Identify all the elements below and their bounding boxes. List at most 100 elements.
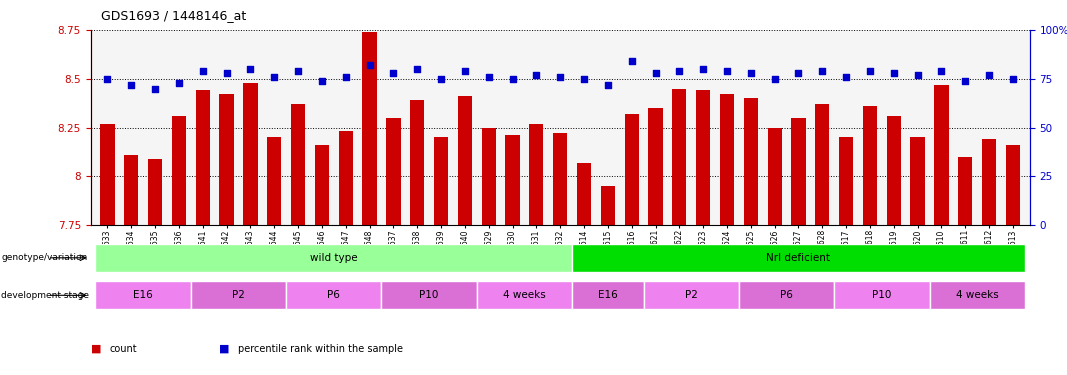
Text: E16: E16 bbox=[598, 290, 618, 300]
Bar bbox=[839, 137, 854, 225]
Bar bbox=[572, 244, 1025, 272]
Point bbox=[337, 74, 354, 80]
Bar bbox=[381, 281, 477, 309]
Bar bbox=[410, 100, 425, 225]
Bar bbox=[815, 104, 829, 225]
Point bbox=[432, 76, 449, 82]
Text: wild type: wild type bbox=[310, 253, 357, 263]
Bar bbox=[315, 145, 329, 225]
Bar bbox=[553, 134, 568, 225]
Bar bbox=[929, 281, 1025, 309]
Bar bbox=[672, 88, 686, 225]
Point bbox=[504, 76, 521, 82]
Point bbox=[409, 66, 426, 72]
Text: ■: ■ bbox=[91, 344, 101, 354]
Bar bbox=[148, 159, 162, 225]
Bar bbox=[386, 118, 400, 225]
Bar bbox=[834, 281, 929, 309]
Text: Nrl deficient: Nrl deficient bbox=[766, 253, 830, 263]
Point bbox=[266, 74, 283, 80]
Point bbox=[385, 70, 402, 76]
Bar bbox=[958, 157, 972, 225]
Text: P6: P6 bbox=[780, 290, 793, 300]
Bar bbox=[1006, 145, 1020, 225]
Text: 4 weeks: 4 weeks bbox=[503, 290, 546, 300]
Text: 4 weeks: 4 weeks bbox=[956, 290, 999, 300]
Bar bbox=[744, 98, 758, 225]
Text: count: count bbox=[110, 344, 138, 354]
Text: P10: P10 bbox=[419, 290, 439, 300]
Bar bbox=[696, 90, 711, 225]
Point bbox=[981, 72, 998, 78]
Bar bbox=[643, 281, 739, 309]
Bar bbox=[601, 186, 615, 225]
Bar bbox=[506, 135, 520, 225]
Bar bbox=[100, 124, 114, 225]
Bar bbox=[267, 137, 282, 225]
Bar bbox=[529, 124, 543, 225]
Point bbox=[361, 62, 378, 68]
Point bbox=[623, 58, 640, 64]
Bar bbox=[720, 94, 734, 225]
Bar bbox=[481, 128, 496, 225]
Text: P6: P6 bbox=[328, 290, 340, 300]
Bar bbox=[577, 163, 591, 225]
Bar bbox=[910, 137, 925, 225]
Bar bbox=[243, 82, 257, 225]
Point bbox=[861, 68, 878, 74]
Point bbox=[766, 76, 783, 82]
Bar bbox=[935, 85, 949, 225]
Bar bbox=[291, 104, 305, 225]
Point bbox=[314, 78, 331, 84]
Bar bbox=[624, 114, 639, 225]
Point bbox=[886, 70, 903, 76]
Bar bbox=[767, 128, 782, 225]
Bar bbox=[95, 281, 191, 309]
Point bbox=[790, 70, 807, 76]
Text: development stage: development stage bbox=[1, 291, 89, 300]
Text: GDS1693 / 1448146_at: GDS1693 / 1448146_at bbox=[101, 9, 246, 22]
Point bbox=[457, 68, 474, 74]
Point bbox=[146, 86, 163, 92]
Bar bbox=[982, 139, 997, 225]
Bar bbox=[739, 281, 834, 309]
Bar bbox=[887, 116, 901, 225]
Bar bbox=[286, 281, 381, 309]
Point bbox=[957, 78, 974, 84]
Text: percentile rank within the sample: percentile rank within the sample bbox=[238, 344, 403, 354]
Point bbox=[123, 82, 140, 88]
Point bbox=[171, 80, 188, 86]
Text: E16: E16 bbox=[133, 290, 153, 300]
Bar bbox=[191, 281, 286, 309]
Point bbox=[218, 70, 235, 76]
Point bbox=[194, 68, 211, 74]
Bar bbox=[363, 32, 377, 225]
Text: ■: ■ bbox=[219, 344, 229, 354]
Point bbox=[814, 68, 831, 74]
Bar bbox=[338, 131, 353, 225]
Point bbox=[99, 76, 116, 82]
Point bbox=[933, 68, 950, 74]
Bar bbox=[434, 137, 448, 225]
Text: P10: P10 bbox=[872, 290, 892, 300]
Point bbox=[552, 74, 569, 80]
Point bbox=[600, 82, 617, 88]
Point bbox=[743, 70, 760, 76]
Point bbox=[480, 74, 497, 80]
Bar bbox=[95, 244, 572, 272]
Bar bbox=[195, 90, 210, 225]
Point bbox=[838, 74, 855, 80]
Text: P2: P2 bbox=[685, 290, 698, 300]
Bar bbox=[649, 108, 663, 225]
Bar bbox=[477, 281, 572, 309]
Text: genotype/variation: genotype/variation bbox=[1, 254, 87, 262]
Point bbox=[289, 68, 306, 74]
Point bbox=[528, 72, 545, 78]
Point bbox=[695, 66, 712, 72]
Bar bbox=[572, 281, 643, 309]
Point bbox=[242, 66, 259, 72]
Bar bbox=[458, 96, 472, 225]
Bar bbox=[792, 118, 806, 225]
Point bbox=[671, 68, 688, 74]
Bar bbox=[124, 155, 139, 225]
